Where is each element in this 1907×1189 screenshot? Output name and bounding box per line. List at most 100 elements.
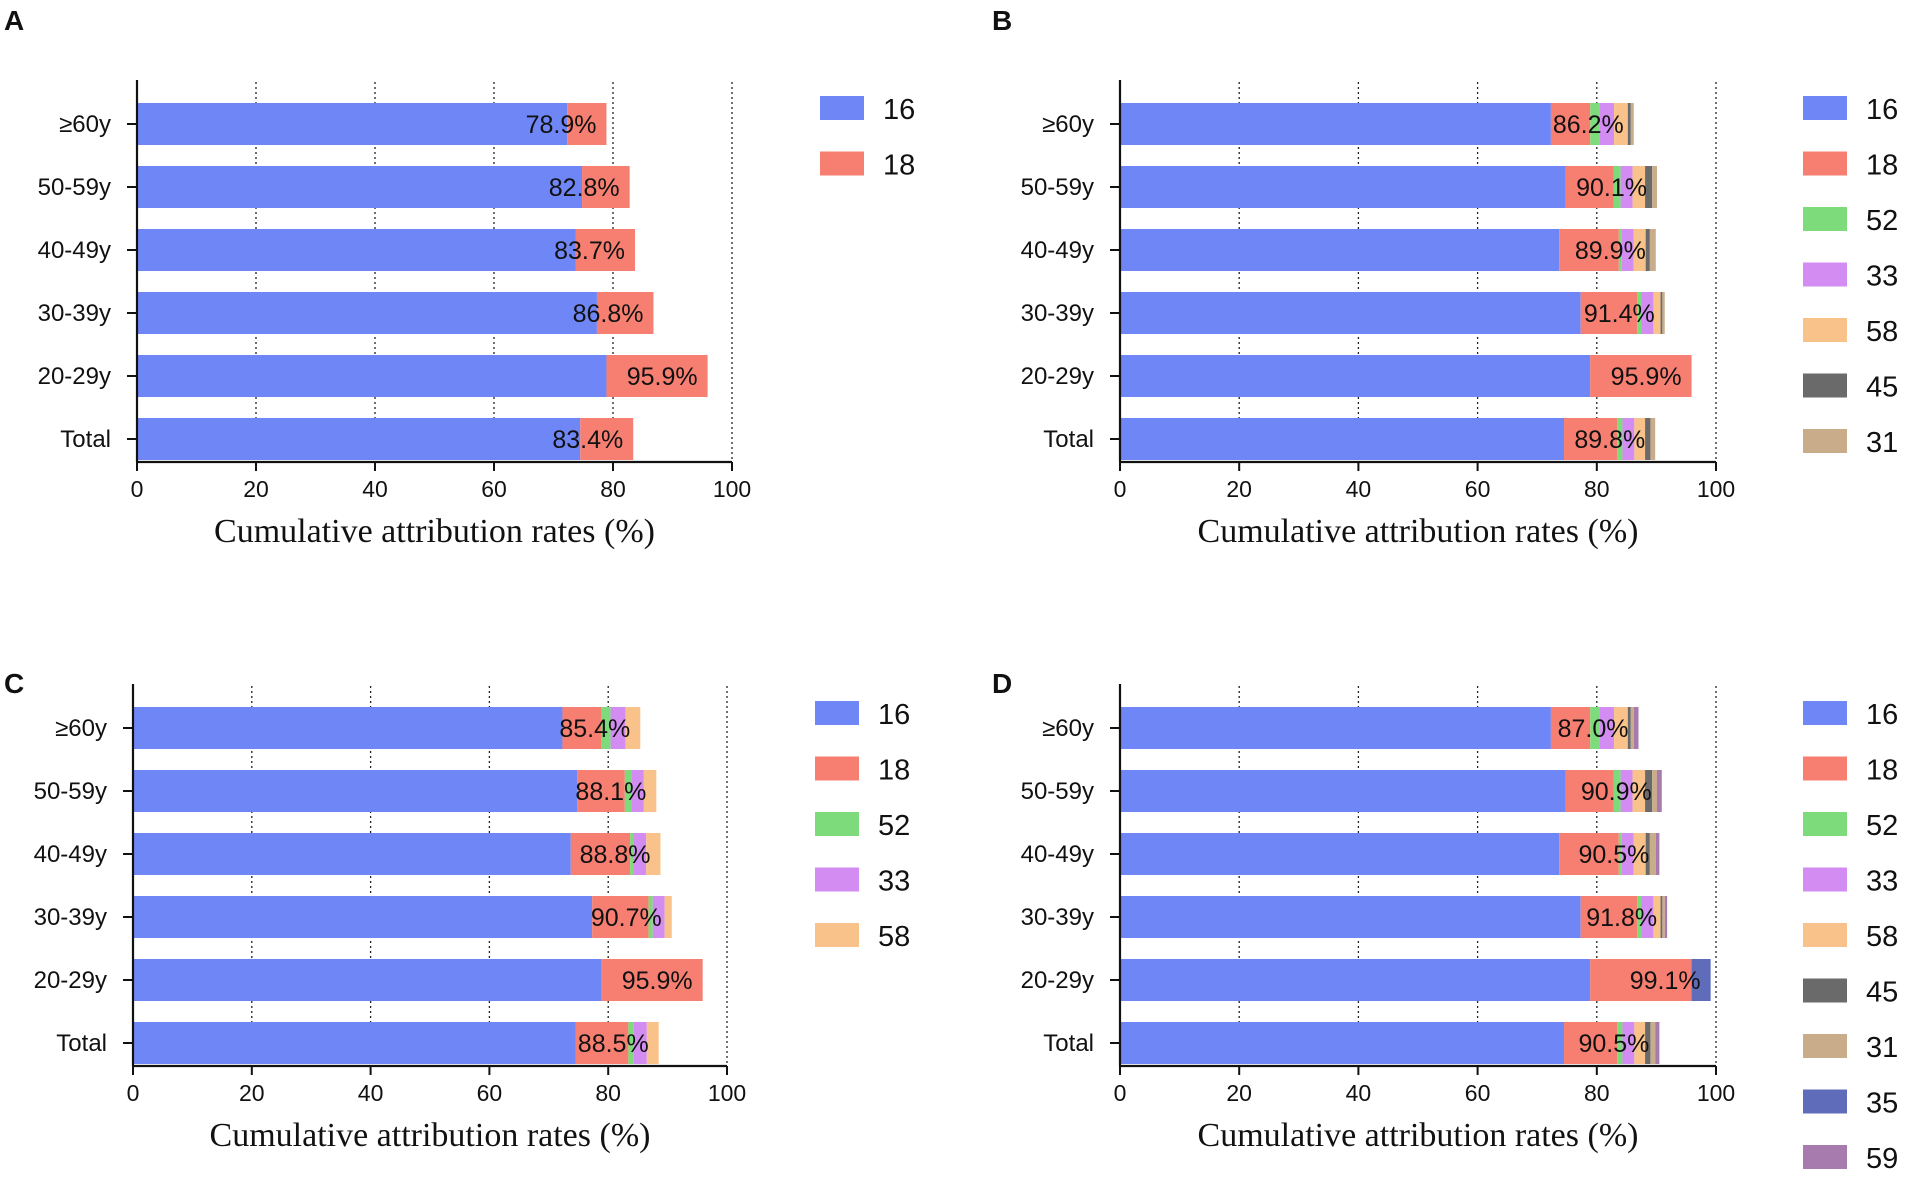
legend-swatch-18	[820, 151, 864, 176]
x-tick-label: 0	[131, 476, 144, 502]
total-label: 88.8%	[580, 841, 651, 869]
total-label: 83.4%	[552, 426, 623, 454]
bar-segment-18	[582, 166, 630, 208]
legend-label: 31	[1866, 427, 1898, 459]
bar-segment-31	[1662, 292, 1665, 334]
bar-segment-18	[570, 833, 631, 875]
x-tick-label: 100	[1697, 476, 1735, 502]
legend-label: 58	[1866, 316, 1898, 348]
x-axis-title: Cumulative attribution rates (%)	[1198, 1117, 1639, 1154]
legend-label: 18	[1866, 150, 1898, 182]
bar-segment-58	[1653, 896, 1661, 938]
x-tick-label: 80	[1584, 476, 1610, 502]
x-tick-label: 60	[481, 476, 507, 502]
bar-segment-18	[562, 707, 602, 749]
x-axis-title: Cumulative attribution rates (%)	[1198, 513, 1639, 550]
panel-d: D 87.0% ≥60y 90.9% 50-59y 90.5% 40-49y 91.8% 30-…	[992, 668, 1898, 1175]
bar-segment-33	[1599, 707, 1615, 749]
category-label: 20-29y	[1021, 967, 1094, 994]
bar-segment-16	[133, 1022, 576, 1064]
legend-swatch-18	[1803, 756, 1847, 781]
total-label: 83.7%	[554, 237, 625, 265]
legend-swatch-31	[1803, 1034, 1847, 1058]
category-label: Total	[1043, 1030, 1094, 1057]
bar-segment-31	[1650, 1022, 1656, 1064]
bar-segment-59	[1655, 833, 1660, 875]
bar-segment-18	[575, 229, 636, 271]
bar-segment-18	[1580, 292, 1638, 334]
bar-segment-52	[1590, 103, 1600, 145]
bar-segment-16	[133, 770, 578, 812]
bar-segment-33	[1621, 833, 1634, 875]
total-label: 85.4%	[559, 715, 630, 743]
bar-segment-16	[137, 418, 581, 460]
total-label: 86.2%	[1553, 111, 1624, 139]
bar-segment-58	[1633, 833, 1646, 875]
bar-segment-18	[1559, 229, 1619, 271]
bar-segment-58	[646, 833, 661, 875]
category-label: ≥60y	[55, 715, 107, 742]
category-label: 40-49y	[1021, 841, 1094, 868]
total-label: 95.9%	[627, 363, 698, 391]
bar-segment-52	[1590, 707, 1600, 749]
bar-segment-59	[1633, 707, 1639, 749]
total-label: 86.8%	[573, 300, 644, 328]
bar-segment-18	[1550, 707, 1591, 749]
bar-segment-16	[137, 355, 607, 397]
legend-label: 52	[878, 810, 910, 842]
bar-segment-45	[1645, 166, 1653, 208]
bar-segment-58	[625, 707, 641, 749]
bar-segment-58	[1633, 229, 1646, 271]
bar-segment-35	[1691, 959, 1711, 1001]
bar-segment-58	[1614, 707, 1628, 749]
bar-segment-33	[631, 770, 644, 812]
legend-label: 58	[1866, 921, 1898, 953]
bar-segment-18	[606, 355, 708, 397]
legend-swatch-58	[815, 923, 859, 947]
bar-segment-52	[1637, 896, 1642, 938]
bar-segment-16	[137, 229, 576, 271]
total-label: 90.7%	[591, 904, 662, 932]
total-label: 99.1%	[1630, 967, 1701, 995]
x-tick-label: 100	[713, 476, 751, 502]
total-label: 90.5%	[1578, 1030, 1649, 1058]
category-label: ≥60y	[59, 111, 111, 138]
bar-segment-33	[633, 833, 647, 875]
bar-segment-16	[1120, 355, 1591, 397]
category-label: 20-29y	[1021, 363, 1094, 390]
bar-segment-58	[1634, 1022, 1646, 1064]
total-label: 89.9%	[1575, 237, 1646, 265]
legend-swatch-33	[815, 867, 859, 892]
legend-label: 52	[1866, 810, 1898, 842]
bar-segment-59	[1656, 770, 1662, 812]
total-label: 90.9%	[1581, 778, 1652, 806]
legend-label: 16	[878, 699, 910, 731]
legend-swatch-33	[1803, 867, 1847, 892]
bar-segment-52	[1613, 770, 1621, 812]
panel-a: A 78.9% ≥60y 82.8% 50-59y 83.7% 40-49y 86.8% 30-…	[4, 5, 915, 550]
bar-segment-16	[1120, 1022, 1565, 1064]
panel-letter: A	[4, 5, 24, 36]
x-axis-title: Cumulative attribution rates (%)	[214, 513, 655, 550]
category-label: 20-29y	[34, 967, 107, 994]
legend-swatch-16	[815, 701, 859, 725]
legend-label: 31	[1866, 1032, 1898, 1064]
total-label: 90.5%	[1578, 841, 1649, 869]
legend-swatch-45	[1803, 373, 1847, 398]
bar-segment-18	[1580, 896, 1638, 938]
bar-segment-59	[1655, 1022, 1660, 1064]
legend-swatch-16	[1803, 701, 1847, 725]
bar-segment-16	[137, 166, 583, 208]
legend-swatch-18	[815, 756, 859, 781]
bar-segment-58	[1634, 418, 1646, 460]
bar-segment-33	[1620, 770, 1633, 812]
legend-label: 18	[1866, 755, 1898, 787]
legend-label: 58	[878, 921, 910, 953]
bar-segment-33	[652, 896, 665, 938]
legend-label: 16	[1866, 699, 1898, 731]
x-tick-label: 80	[600, 476, 626, 502]
x-tick-label: 100	[1697, 1080, 1735, 1106]
bar-segment-52	[601, 707, 611, 749]
panel-b: B 86.2% ≥60y 90.1% 50-59y 89.9% 40-49y 91.4% 30-…	[992, 5, 1898, 550]
